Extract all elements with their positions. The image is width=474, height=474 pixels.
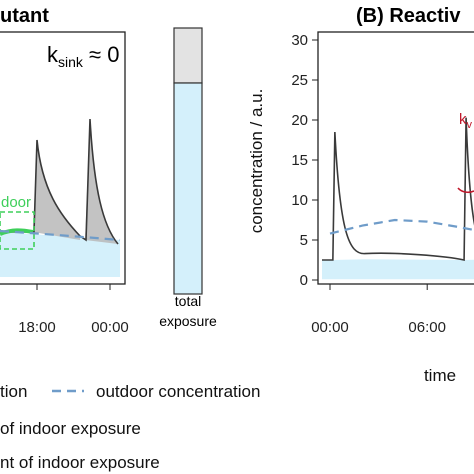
right-indoor-exposure-area [322,259,474,280]
right-plot-frame [317,31,474,285]
right-ytick-label-3: 15 [291,152,308,169]
left-spike1-fill [33,140,80,240]
left-panel: door ksink ≈ 0 18:00 00:00 [0,31,129,336]
right-indoor-line [322,117,474,261]
right-ytick-label-2: 10 [291,192,308,209]
right-xlabel: time [424,366,456,385]
right-ytick-label-1: 5 [300,232,308,249]
right-ylabel: concentration / a.u. [247,89,266,234]
right-ytick-label-6: 30 [291,32,308,49]
legend-item-4: nt of indoor exposure [0,453,160,472]
legend: tion outdoor concentration of indoor exp… [0,382,260,472]
right-ytick-label-5: 25 [291,72,308,89]
total-exposure-bar: total exposure [159,27,217,329]
left-panel-title: utant [0,5,49,27]
ksink-label: ksink ≈ 0 [47,42,119,70]
right-y-axis: 0 5 10 15 20 25 30 [291,32,318,289]
legend-item-indoor: tion [0,382,27,401]
right-outdoor-line [329,218,474,235]
left-outdoor-box [0,211,35,250]
right-ytick-label-4: 20 [291,112,308,129]
left-green-line [0,228,34,236]
legend-item-outdoor: outdoor concentration [96,382,260,401]
kv-bracket [457,187,474,194]
left-outdoor-line [0,229,121,242]
right-xtick-label-1: 06:00 [408,319,446,336]
right-xtick-label-0: 00:00 [311,319,349,336]
left-indoor-exposure-area [0,232,120,277]
bar-blue-segment [173,82,203,295]
left-outdoor-box-label: door [1,194,31,211]
bar-label-line2: exposure [159,313,217,329]
legend-item-3: of indoor exposure [0,419,141,438]
right-ytick-label-0: 0 [300,272,308,289]
bar-label-line1: total [175,293,201,309]
right-panel-title: (B) Reactiv [356,5,461,27]
left-plot-frame [0,31,126,285]
left-xtick-label-1: 18:00 [18,319,56,336]
left-spike2-fill [85,119,118,244]
kv-label: kv [459,111,473,131]
bar-grey-segment [173,27,203,84]
left-xtick-label-2: 00:00 [91,319,129,336]
